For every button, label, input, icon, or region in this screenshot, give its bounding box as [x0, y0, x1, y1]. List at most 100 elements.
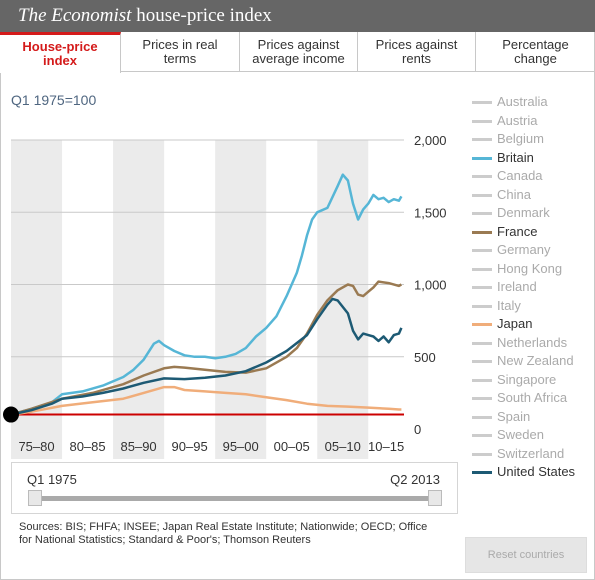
series-line-britain: [10, 173, 403, 416]
legend-label: Britain: [497, 149, 534, 165]
legend-swatch: [472, 212, 492, 215]
tab-label: Prices in real terms: [142, 37, 218, 66]
band-4: [215, 140, 267, 459]
legend-label: Spain: [497, 408, 531, 424]
index-base-label: Q1 1975=100: [11, 92, 97, 108]
legend-swatch: [472, 138, 492, 141]
tab-label: Prices against average income: [252, 37, 345, 66]
legend-label: Austria: [497, 112, 538, 128]
legend-item-south-africa[interactable]: South Africa: [472, 389, 594, 408]
tab-label: Percentage change: [502, 37, 569, 66]
slider-start-label: Q1 1975: [27, 472, 77, 487]
legend-swatch: [472, 175, 492, 178]
x-tick-label: 75–80: [18, 439, 54, 454]
tab-label: House-price index: [22, 39, 98, 68]
legend-item-italy[interactable]: Italy: [472, 297, 594, 316]
legend-swatch: [472, 415, 492, 419]
legend-item-canada[interactable]: Canada: [472, 167, 594, 186]
legend-label: United States: [497, 464, 576, 479]
tab-average-income[interactable]: Prices against average income: [240, 32, 358, 72]
legend-swatch: [472, 230, 492, 234]
tab-real-terms[interactable]: Prices in real terms: [121, 32, 240, 72]
legend-label: Hong Kong: [497, 260, 563, 276]
y-tick-label: 2,000: [414, 133, 447, 148]
legend-item-spain[interactable]: Spain: [472, 408, 594, 427]
legend-label: Japan: [497, 316, 533, 331]
legend-label: France: [497, 223, 538, 239]
legend-label: New Zealand: [497, 353, 574, 368]
legend-item-netherlands[interactable]: Netherlands: [472, 334, 594, 353]
legend-label: China: [497, 186, 531, 202]
slider-track: [34, 496, 439, 501]
legend-item-austria[interactable]: Austria: [472, 112, 594, 131]
legend-item-switzerland[interactable]: Switzerland: [472, 445, 594, 464]
x-tick-label: 90–95: [172, 439, 208, 454]
title-rest: house-price index: [131, 5, 272, 26]
legend-item-france[interactable]: France: [472, 223, 594, 242]
legend-swatch: [472, 471, 492, 474]
legend-item-ireland[interactable]: Ireland: [472, 278, 594, 297]
country-legend: Australia Austria Belgium Britain Canada Chin…: [472, 93, 594, 482]
legend-label: Australia: [497, 94, 548, 109]
y-tick-label: 1,000: [414, 278, 447, 293]
legend-swatch: [472, 323, 492, 326]
legend-item-britain[interactable]: Britain: [472, 149, 594, 168]
series-line-france: [10, 280, 403, 416]
house-price-chart: 75–80 80–85 85–90 90–95 95–00 00–05 05–10 10–15…: [3, 133, 447, 459]
legend-swatch: [472, 341, 492, 345]
legend-swatch: [472, 397, 492, 400]
legend-label: Netherlands: [497, 334, 568, 350]
legend-label: Belgium: [497, 131, 544, 146]
y-tick-label: 0: [414, 422, 421, 437]
legend-item-united-states[interactable]: United States: [472, 463, 594, 482]
legend-swatch: [472, 119, 492, 123]
tab-bar: House-price index Prices in real terms P…: [0, 32, 595, 73]
legend-item-singapore[interactable]: Singapore: [472, 371, 594, 390]
x-tick-label: 05–10: [325, 439, 361, 454]
start-point-marker: [3, 406, 19, 423]
legend-swatch: [472, 434, 492, 437]
legend-item-japan[interactable]: Japan: [472, 315, 594, 334]
x-tick-label: 80–85: [69, 439, 105, 454]
legend-label: Italy: [497, 297, 521, 313]
legend-item-australia[interactable]: Australia: [472, 93, 594, 112]
tab-house-price-index[interactable]: House-price index: [0, 32, 121, 73]
tab-rents[interactable]: Prices against rents: [358, 32, 476, 72]
legend-swatch: [472, 304, 492, 308]
legend-item-denmark[interactable]: Denmark: [472, 204, 594, 223]
y-tick-label: 500: [414, 350, 436, 365]
series-line-japan: [10, 385, 402, 416]
sources-note: Sources: BIS; FHFA; INSEE; Japan Real Es…: [19, 521, 428, 546]
tab-percentage-change[interactable]: Percentage change: [476, 32, 595, 72]
title-italic: The Economist: [18, 5, 132, 26]
band-6: [317, 140, 369, 459]
legend-item-china[interactable]: China: [472, 186, 594, 205]
legend-item-germany[interactable]: Germany: [472, 241, 594, 260]
legend-item-sweden[interactable]: Sweden: [472, 426, 594, 445]
tab-label: Prices against rents: [375, 37, 458, 66]
slider-end-label: Q2 2013: [390, 472, 440, 487]
legend-label: Canada: [497, 168, 543, 183]
x-tick-label: 00–05: [274, 439, 310, 454]
legend-swatch: [472, 452, 492, 456]
legend-item-hong-kong[interactable]: Hong Kong: [472, 260, 594, 279]
slider-start-handle[interactable]: [28, 490, 42, 506]
slider-end-handle[interactable]: [428, 490, 442, 506]
legend-swatch: [472, 101, 492, 104]
legend-label: Switzerland: [497, 445, 565, 461]
legend-swatch: [472, 249, 492, 252]
legend-swatch: [472, 193, 492, 197]
x-tick-label: 10–15: [368, 439, 404, 454]
page-title: The Economist house-price index: [0, 0, 595, 32]
legend-item-new-zealand[interactable]: New Zealand: [472, 352, 594, 371]
reset-countries-button[interactable]: Reset countries: [465, 537, 587, 573]
legend-label: South Africa: [497, 390, 568, 405]
series-line-united-states: [10, 297, 403, 416]
legend-label: Ireland: [497, 279, 537, 294]
legend-swatch: [472, 360, 492, 363]
legend-swatch: [472, 156, 492, 160]
legend-label: Germany: [497, 242, 551, 257]
legend-swatch: [472, 286, 492, 289]
x-tick-label: 95–00: [223, 439, 259, 454]
legend-item-belgium[interactable]: Belgium: [472, 130, 594, 149]
